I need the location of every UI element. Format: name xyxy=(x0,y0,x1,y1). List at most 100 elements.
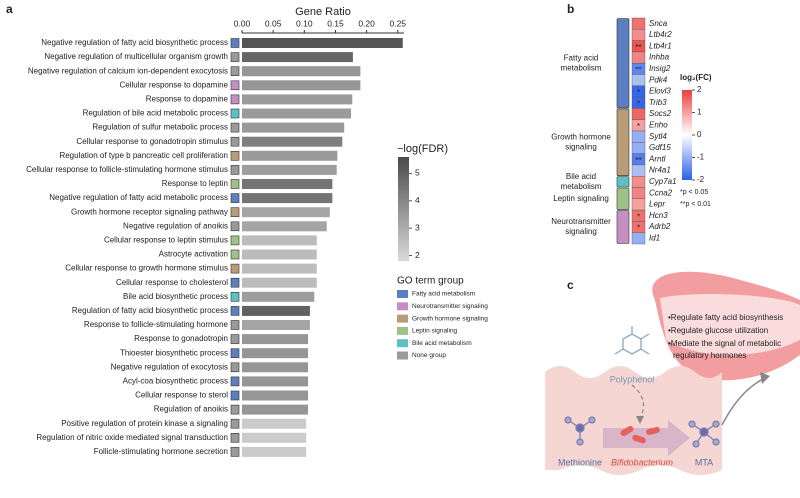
gene-label: Trib3 xyxy=(649,98,667,107)
bar xyxy=(242,150,338,161)
bar xyxy=(242,193,333,204)
significance-label: * xyxy=(637,99,640,108)
bar xyxy=(242,179,333,189)
category-label: Response to leptin xyxy=(162,179,228,188)
heat-cell xyxy=(631,175,646,188)
group-bar xyxy=(616,18,630,109)
diagram: c Polyphenol Methionine Bifidobacterium … xyxy=(545,271,800,475)
effect-text: •Regulate glucose utilization xyxy=(668,326,768,335)
x-tick-label: 0.15 xyxy=(327,18,344,28)
legend-swatch xyxy=(397,339,408,348)
bar xyxy=(242,207,330,218)
heat-cell xyxy=(631,164,646,177)
group-marker xyxy=(230,334,240,344)
bar xyxy=(242,38,403,48)
heat-cell xyxy=(631,130,646,143)
group-bar xyxy=(616,176,630,188)
heat-cell xyxy=(631,29,646,41)
arrow-head xyxy=(760,372,770,384)
bar xyxy=(242,390,309,401)
colorbar-tick-label: 2 xyxy=(697,85,702,94)
group-label: Bile acid xyxy=(566,172,596,181)
category-label: Bile acid biosynthetic process xyxy=(123,292,228,301)
group-bar xyxy=(616,187,630,210)
gene-label: Ltb4r2 xyxy=(649,30,672,39)
heat-cell xyxy=(631,232,646,245)
legend-swatch xyxy=(397,302,408,311)
effect-text: regulatory hormones xyxy=(673,351,746,360)
category-label: Cellular response to gonadotropin stimul… xyxy=(76,137,228,146)
bar xyxy=(242,164,337,175)
gene-label: Cyp7a1 xyxy=(649,177,677,186)
methionine-icon xyxy=(564,416,596,446)
category-label: Cellular response to follicle-stimulatin… xyxy=(26,165,228,174)
gene-label: Arntl xyxy=(648,154,666,163)
x-tick-label: 0.10 xyxy=(296,18,313,28)
group-marker xyxy=(230,136,240,147)
panel-label: b xyxy=(567,2,574,16)
arrow-head xyxy=(636,416,644,424)
group-bar xyxy=(616,108,630,177)
group-marker xyxy=(230,418,240,429)
category-label: Regulation of type b pancreatic cell pro… xyxy=(59,151,228,160)
legend-swatch xyxy=(397,326,408,335)
group-marker xyxy=(230,179,240,189)
bacterium-label: Bifidobacterium xyxy=(611,457,674,467)
effect-text: •Mediate the signal of metabolic xyxy=(668,339,781,348)
gene-label: Gdf15 xyxy=(649,143,671,152)
group-marker xyxy=(230,80,240,91)
group-marker xyxy=(230,94,240,105)
significance-label: ** xyxy=(635,43,641,52)
bar xyxy=(242,66,361,77)
bar xyxy=(242,376,309,387)
colorbar-tick-label: 1 xyxy=(697,108,702,117)
x-tick-label: 0.20 xyxy=(358,18,375,28)
liver-highlight xyxy=(660,294,800,355)
group-marker xyxy=(230,362,240,373)
category-label: Negative regulation of fatty acid biosyn… xyxy=(41,38,228,47)
bar xyxy=(242,249,317,260)
category-label: Negative regulation of multicellular org… xyxy=(44,52,228,61)
panel-label: c xyxy=(567,278,574,292)
gene-label: Id1 xyxy=(649,233,660,242)
heat-cell xyxy=(631,51,646,64)
group-marker xyxy=(230,193,240,203)
legend-swatch xyxy=(397,314,408,323)
group-marker xyxy=(230,221,240,232)
gene-label: Lepr xyxy=(649,200,665,209)
group-marker xyxy=(230,320,240,330)
category-label: Acyl-coa biosynthetic process xyxy=(123,377,228,386)
legend-label: Bile acid metabolism xyxy=(412,340,472,347)
group-label: Leptin signaling xyxy=(553,194,609,203)
category-label: Negative regulation of fatty acid metabo… xyxy=(49,193,228,202)
note: **p < 0.01 xyxy=(680,201,711,208)
heat-cell xyxy=(631,17,646,30)
group-marker xyxy=(230,306,240,316)
legend-label: Growth hormone signaling xyxy=(412,315,488,322)
legend-label: Fatty acid metabolism xyxy=(412,291,475,298)
colorbar-tick-label: -1 xyxy=(697,153,705,162)
polyphenol-label: Polyphenol xyxy=(610,374,655,384)
x-tick-label: 0.05 xyxy=(265,18,282,28)
bar xyxy=(242,334,309,345)
category-label: Negative regulation of calcium ion-depen… xyxy=(28,66,228,75)
bar xyxy=(242,221,327,232)
panel-label: a xyxy=(6,2,13,16)
category-label: Astrocyte activation xyxy=(159,250,228,259)
gene-label: Inhba xyxy=(649,53,670,62)
bar xyxy=(242,263,317,274)
category-label: Thioester biosynthetic process xyxy=(120,348,228,357)
group-label: signaling xyxy=(565,227,597,236)
heat-cell xyxy=(631,108,646,120)
colorbar-tick-label: 3 xyxy=(415,222,420,232)
category-label: Regulation of nitric oxide mediated sign… xyxy=(36,433,228,442)
gene-label: Pdk4 xyxy=(649,75,668,84)
gene-label: Ccna2 xyxy=(649,188,673,197)
group-marker xyxy=(230,207,240,217)
heat-cell xyxy=(631,187,646,200)
bar xyxy=(242,305,310,316)
group-marker xyxy=(230,376,240,387)
group-marker xyxy=(230,151,240,161)
bar xyxy=(242,235,317,246)
